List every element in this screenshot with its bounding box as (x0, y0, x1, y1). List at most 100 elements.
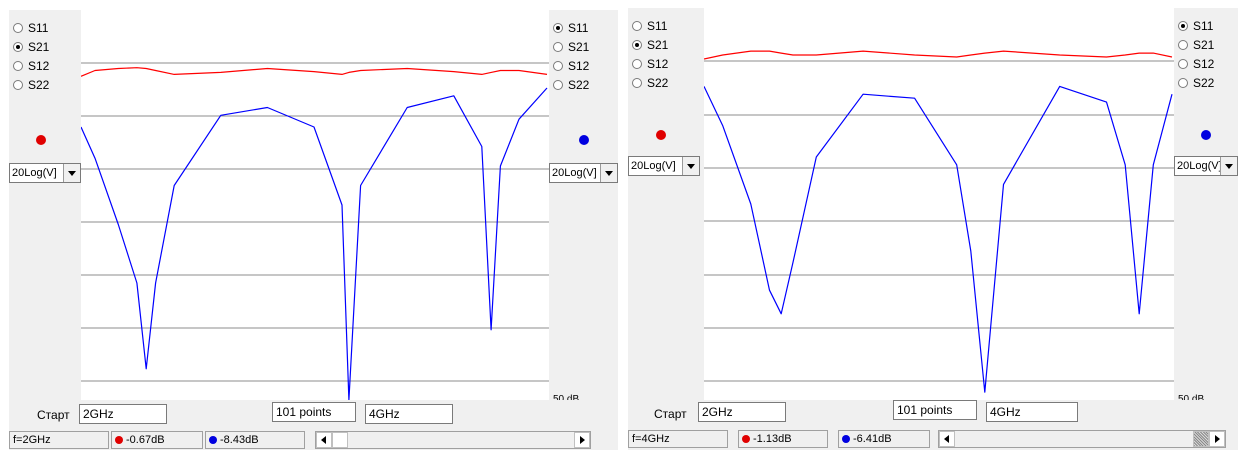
start-frequency-input[interactable]: 2GHz (698, 402, 786, 422)
frequency-readout: f=2GHz (9, 431, 109, 449)
blue-dot-icon (842, 435, 850, 443)
red-trace-marker-icon (36, 135, 46, 145)
red-trace-readout: -0.67dB (111, 431, 203, 449)
radio-label: S11 (647, 19, 667, 33)
red-trace-line (704, 51, 1172, 59)
scroll-right-icon[interactable] (574, 432, 590, 448)
right-radio-s12[interactable]: S12 (553, 56, 589, 75)
scroll-left-icon[interactable] (939, 431, 955, 447)
radio-label: S22 (28, 78, 49, 92)
vna-window-1: S11 S21 S12 S22 20Log(V] S11 S21 S12 S22… (0, 0, 618, 450)
radio-icon (632, 78, 642, 88)
red-dot-icon (115, 436, 123, 444)
left-radio-s21[interactable]: S21 (13, 37, 49, 56)
red-trace-line (81, 68, 547, 77)
frequency-readout: f=4GHz (628, 430, 728, 448)
chevron-down-icon (600, 164, 617, 182)
radio-icon (632, 21, 642, 31)
left-radio-s21[interactable]: S21 (632, 35, 668, 54)
left-radio-s12[interactable]: S12 (632, 54, 668, 73)
right-radio-s12[interactable]: S12 (1178, 54, 1214, 73)
blue-trace-marker-icon (1201, 130, 1211, 140)
sweep-controls: Старт 2GHz 101 points 4GHz f=4GHz -1.13d… (628, 400, 1238, 450)
radio-label: S11 (568, 21, 588, 35)
radio-icon (553, 61, 563, 71)
blue-trace-readout: -8.43dB (205, 431, 305, 449)
frequency-readout-text: f=2GHz (13, 434, 51, 446)
scroll-thumb[interactable] (1193, 431, 1209, 447)
frequency-scrollbar[interactable] (315, 431, 591, 449)
radio-icon (13, 23, 23, 33)
radio-icon (13, 42, 23, 52)
radio-label: S21 (647, 38, 668, 52)
scroll-thumb[interactable] (332, 432, 348, 448)
right-radio-s22[interactable]: S22 (553, 75, 589, 94)
radio-label: S21 (1193, 38, 1214, 52)
left-format-select[interactable]: 20Log(V] (628, 156, 700, 176)
left-trace-panel: S11 S21 S12 S22 20Log(V] (9, 10, 81, 400)
blue-trace-line (704, 86, 1172, 392)
red-trace-marker-icon (656, 130, 666, 140)
left-format-select[interactable]: 20Log(V] (9, 163, 81, 183)
frequency-readout-text: f=4GHz (632, 433, 670, 445)
left-radio-s22[interactable]: S22 (632, 73, 668, 92)
radio-icon (13, 80, 23, 90)
radio-icon (1178, 21, 1188, 31)
radio-label: S21 (568, 40, 589, 54)
chevron-down-icon (1220, 157, 1237, 175)
red-trace-readout: -1.13dB (738, 430, 828, 448)
blue-trace-line (81, 88, 547, 400)
points-count-input[interactable]: 101 points (893, 400, 977, 420)
left-radio-s11[interactable]: S11 (632, 16, 668, 35)
start-label: Старт (37, 408, 70, 422)
radio-icon (13, 61, 23, 71)
start-label: Старт (654, 407, 687, 421)
right-format-select[interactable]: 20Log(V] (1174, 156, 1238, 176)
left-radio-s22[interactable]: S22 (13, 75, 49, 94)
frequency-scrollbar[interactable] (938, 430, 1226, 448)
left-radio-s11[interactable]: S11 (13, 18, 49, 37)
radio-icon (1178, 40, 1188, 50)
right-format-select[interactable]: 20Log(V] (549, 163, 618, 183)
radio-icon (632, 40, 642, 50)
format-value: 20Log(V] (1177, 160, 1222, 172)
radio-label: S12 (568, 59, 589, 73)
trace-plot (81, 10, 549, 400)
stop-frequency-input[interactable]: 4GHz (986, 402, 1078, 422)
radio-label: S21 (28, 40, 49, 54)
radio-label: S12 (647, 57, 668, 71)
sweep-controls: Старт 2GHz 101 points 4GHz f=2GHz -0.67d… (9, 400, 618, 450)
trace-plot (704, 8, 1174, 400)
points-count-input[interactable]: 101 points (272, 402, 356, 422)
right-param-radio-group: S11 S21 S12 S22 (1178, 16, 1214, 92)
scroll-right-icon[interactable] (1209, 431, 1225, 447)
red-readout-text: -0.67dB (126, 434, 165, 446)
right-radio-s11[interactable]: S11 (553, 18, 589, 37)
right-trace-panel: S11 S21 S12 S22 20Log(V] 50 dB (549, 10, 618, 400)
stop-frequency-input[interactable]: 4GHz (365, 404, 453, 424)
right-radio-s21[interactable]: S21 (553, 37, 589, 56)
red-readout-text: -1.13dB (753, 433, 792, 445)
left-param-radio-group: S11 S21 S12 S22 (632, 16, 668, 92)
blue-readout-text: -8.43dB (220, 434, 259, 446)
radio-icon (632, 59, 642, 69)
left-radio-s12[interactable]: S12 (13, 56, 49, 75)
radio-icon (1178, 78, 1188, 88)
left-param-radio-group: S11 S21 S12 S22 (13, 18, 49, 94)
blue-trace-marker-icon (579, 135, 589, 145)
format-value: 20Log(V] (631, 160, 676, 172)
blue-dot-icon (209, 436, 217, 444)
right-trace-panel: S11 S21 S12 S22 20Log(V] 50 dB (1174, 8, 1238, 400)
chevron-down-icon (63, 164, 80, 182)
scroll-left-icon[interactable] (316, 432, 332, 448)
right-radio-s11[interactable]: S11 (1178, 16, 1214, 35)
right-radio-s22[interactable]: S22 (1178, 73, 1214, 92)
radio-label: S12 (28, 59, 49, 73)
radio-label: S22 (1193, 76, 1214, 90)
radio-icon (553, 80, 563, 90)
start-frequency-input[interactable]: 2GHz (79, 404, 167, 424)
right-param-radio-group: S11 S21 S12 S22 (553, 18, 589, 94)
radio-label: S11 (1193, 19, 1213, 33)
radio-icon (553, 42, 563, 52)
right-radio-s21[interactable]: S21 (1178, 35, 1214, 54)
